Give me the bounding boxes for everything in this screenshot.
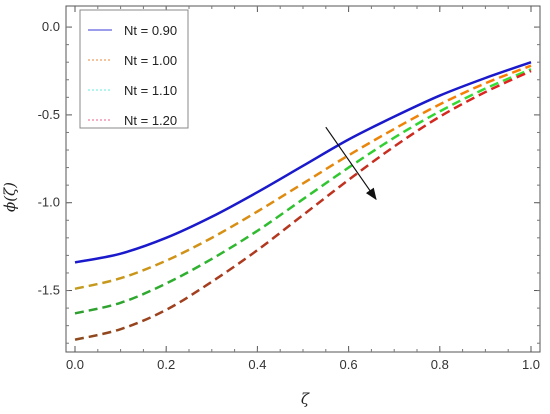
- series-line-2: [74, 64, 532, 290]
- legend-label: Nt = 1.20: [124, 113, 177, 128]
- x-tick-label: 1.0: [522, 357, 540, 372]
- legend-label: Nt = 0.90: [124, 23, 177, 38]
- x-tick-label: 0.4: [248, 357, 266, 372]
- x-axis-label: ζ: [301, 390, 310, 408]
- y-tick-label: -0.5: [38, 107, 60, 122]
- trend-arrow: [325, 126, 377, 201]
- legend-label: Nt = 1.00: [124, 53, 177, 68]
- x-tick-label: 0.2: [157, 357, 175, 372]
- legend: Nt = 0.90 Nt = 1.00 Nt = 1.10 Nt = 1.20: [79, 9, 189, 129]
- x-tick-label: 0.0: [66, 357, 84, 372]
- legend-label: Nt = 1.10: [124, 83, 177, 98]
- axis-ticks: 0.0 0.2 0.4 0.6 0.8 1.0 0.0 -0.5 -1.0 -1.5: [38, 6, 540, 372]
- annotation-arrow: [325, 126, 377, 201]
- y-axis-label: ϕ(ζ): [1, 182, 19, 212]
- y-tick-label: 0.0: [42, 19, 60, 34]
- y-tick-label: -1.5: [38, 283, 60, 298]
- x-tick-label: 0.8: [431, 357, 449, 372]
- series-line-3: [74, 68, 532, 315]
- series-lines: [74, 61, 532, 341]
- series-line-1: [74, 61, 532, 264]
- x-tick-label: 0.6: [340, 357, 358, 372]
- y-tick-label: -1.0: [38, 195, 60, 210]
